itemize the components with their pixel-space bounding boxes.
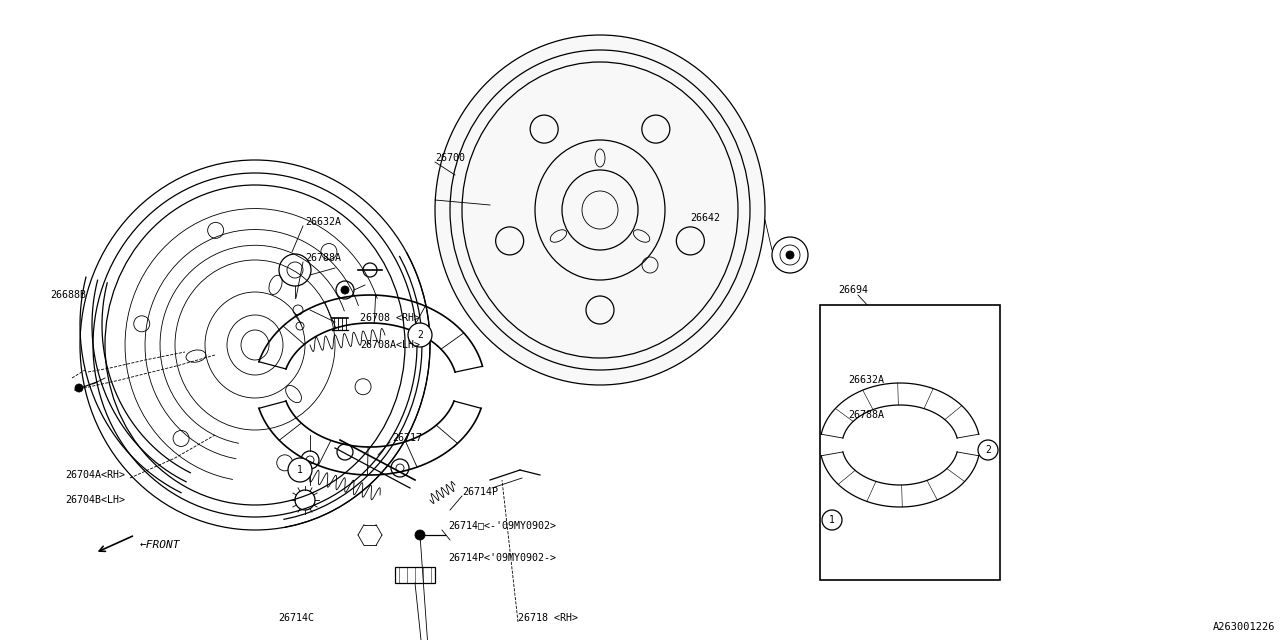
Circle shape [822, 510, 842, 530]
Text: 26700: 26700 [435, 153, 465, 163]
Circle shape [76, 384, 83, 392]
Text: 26718 <RH>: 26718 <RH> [518, 613, 579, 623]
Text: 26788A: 26788A [305, 253, 340, 263]
Bar [396, 567, 435, 583]
Text: 26714□<-'09MY0902>: 26714□<-'09MY0902> [448, 520, 556, 530]
Circle shape [288, 458, 312, 482]
Text: 26694: 26694 [838, 285, 868, 295]
Text: 26688B: 26688B [50, 290, 86, 300]
Circle shape [340, 286, 349, 294]
Text: ←FRONT: ←FRONT [140, 540, 180, 550]
Circle shape [786, 251, 794, 259]
Circle shape [415, 530, 425, 540]
Circle shape [978, 440, 998, 460]
Text: 26717: 26717 [392, 433, 422, 443]
Bar [820, 305, 1000, 580]
Ellipse shape [435, 35, 765, 385]
Text: 26714C: 26714C [278, 613, 314, 623]
Text: 26788A: 26788A [849, 410, 884, 420]
Text: 26704A<RH>: 26704A<RH> [65, 470, 125, 480]
Circle shape [408, 323, 433, 347]
Text: 26708 <RH>: 26708 <RH> [360, 313, 420, 323]
Text: 26632A: 26632A [305, 217, 340, 227]
Text: 26704B<LH>: 26704B<LH> [65, 495, 125, 505]
Text: 26642: 26642 [690, 213, 719, 223]
Text: 2: 2 [986, 445, 991, 455]
Text: 1: 1 [297, 465, 303, 475]
Text: 26714P<'09MY0902->: 26714P<'09MY0902-> [448, 553, 556, 563]
Text: A263001226: A263001226 [1212, 622, 1275, 632]
Text: 2: 2 [417, 330, 422, 340]
Text: 26708A<LH>: 26708A<LH> [360, 340, 420, 350]
Text: 1: 1 [829, 515, 835, 525]
Text: 26714P: 26714P [462, 487, 498, 497]
Text: 26632A: 26632A [849, 375, 884, 385]
